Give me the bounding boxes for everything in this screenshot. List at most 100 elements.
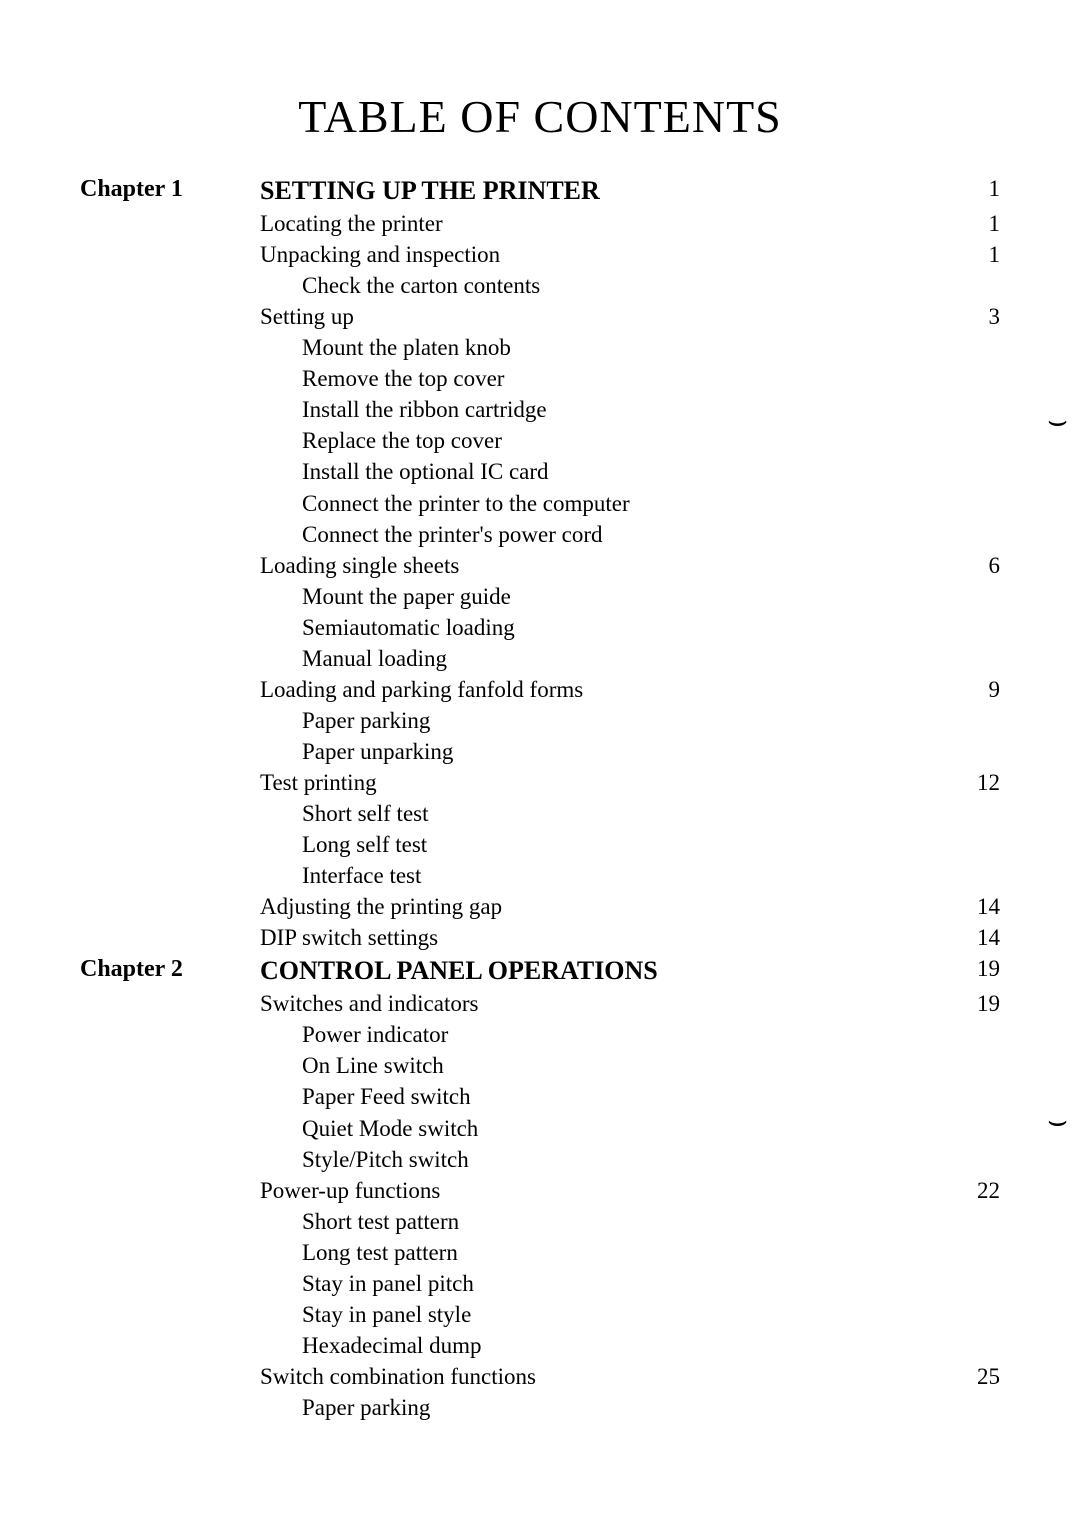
toc-spacer: [80, 829, 260, 860]
toc-spacer: [80, 488, 260, 519]
toc-entry: Locating the printer: [260, 208, 940, 239]
toc-spacer: [80, 425, 260, 456]
toc-spacer: [80, 550, 260, 581]
page-number: [940, 332, 1000, 363]
toc-spacer: [80, 1299, 260, 1330]
toc-entry: Semiautomatic loading: [260, 612, 940, 643]
toc-entry: Power-up functions: [260, 1175, 940, 1206]
page-number: [940, 581, 1000, 612]
toc-spacer: [80, 891, 260, 922]
chapter-heading: CONTROL PANEL OPERATIONS: [260, 953, 940, 988]
toc-spacer: [80, 922, 260, 953]
page-number: [940, 519, 1000, 550]
page-number: [940, 1299, 1000, 1330]
toc-spacer: [80, 394, 260, 425]
page-number: [940, 1019, 1000, 1050]
page-number: [940, 1081, 1000, 1112]
page-number: 1: [940, 173, 1000, 208]
toc-entry: Check the carton contents: [260, 270, 940, 301]
toc-entry: Paper Feed switch: [260, 1081, 940, 1112]
page-number: 14: [940, 891, 1000, 922]
page-number: [940, 1392, 1000, 1423]
page-number: 19: [940, 953, 1000, 988]
page-number: 14: [940, 922, 1000, 953]
page-number: [940, 1113, 1000, 1144]
page-number: [940, 829, 1000, 860]
toc-entry: Long self test: [260, 829, 940, 860]
toc-spacer: [80, 705, 260, 736]
page-number: 6: [940, 550, 1000, 581]
page-number: [940, 394, 1000, 425]
toc-entry: Paper parking: [260, 1392, 940, 1423]
toc-entry: Stay in panel style: [260, 1299, 940, 1330]
toc-entry: Install the optional IC card: [260, 456, 940, 487]
page-number: [940, 1268, 1000, 1299]
toc-entry: Hexadecimal dump: [260, 1330, 940, 1361]
page-number: 3: [940, 301, 1000, 332]
page-number: [940, 705, 1000, 736]
table-of-contents: Chapter 1SETTING UP THE PRINTER1Locating…: [80, 173, 1000, 1423]
chapter-heading: SETTING UP THE PRINTER: [260, 173, 940, 208]
toc-entry: Stay in panel pitch: [260, 1268, 940, 1299]
page-number: 22: [940, 1175, 1000, 1206]
toc-spacer: [80, 208, 260, 239]
toc-entry: Style/Pitch switch: [260, 1144, 940, 1175]
page-number: [940, 1144, 1000, 1175]
toc-spacer: [80, 581, 260, 612]
toc-entry: Connect the printer to the computer: [260, 488, 940, 519]
toc-entry: Mount the platen knob: [260, 332, 940, 363]
toc-entry: Unpacking and inspection: [260, 239, 940, 270]
page-number: [940, 425, 1000, 456]
toc-entry: Power indicator: [260, 1019, 940, 1050]
toc-spacer: [80, 612, 260, 643]
toc-entry: Remove the top cover: [260, 363, 940, 394]
toc-spacer: [80, 456, 260, 487]
page-number: [940, 270, 1000, 301]
page-number: [940, 1206, 1000, 1237]
toc-spacer: [80, 1019, 260, 1050]
page-container: TABLE OF CONTENTS Chapter 1SETTING UP TH…: [0, 0, 1080, 1522]
toc-spacer: [80, 1206, 260, 1237]
toc-entry: Short test pattern: [260, 1206, 940, 1237]
toc-spacer: [80, 736, 260, 767]
toc-spacer: [80, 363, 260, 394]
chapter-label: Chapter 1: [80, 173, 260, 208]
page-number: [940, 860, 1000, 891]
page-number: [940, 643, 1000, 674]
page-number: [940, 1330, 1000, 1361]
toc-entry: Paper parking: [260, 705, 940, 736]
toc-spacer: [80, 1268, 260, 1299]
toc-spacer: [80, 1237, 260, 1268]
page-number: [940, 1237, 1000, 1268]
page-number: [940, 456, 1000, 487]
toc-spacer: [80, 1175, 260, 1206]
toc-entry: Mount the paper guide: [260, 581, 940, 612]
toc-spacer: [80, 301, 260, 332]
toc-entry: Manual loading: [260, 643, 940, 674]
page-number: 1: [940, 239, 1000, 270]
toc-entry: Switch combination functions: [260, 1361, 940, 1392]
toc-spacer: [80, 1392, 260, 1423]
binding-mark-icon: ⌣: [1047, 402, 1068, 440]
toc-entry: Short self test: [260, 798, 940, 829]
toc-spacer: [80, 860, 260, 891]
toc-spacer: [80, 674, 260, 705]
toc-entry: Test printing: [260, 767, 940, 798]
page-number: 19: [940, 988, 1000, 1019]
toc-spacer: [80, 519, 260, 550]
page-number: [940, 736, 1000, 767]
toc-entry: On Line switch: [260, 1050, 940, 1081]
toc-entry: Long test pattern: [260, 1237, 940, 1268]
toc-spacer: [80, 1330, 260, 1361]
toc-entry: Loading single sheets: [260, 550, 940, 581]
toc-spacer: [80, 332, 260, 363]
toc-spacer: [80, 1144, 260, 1175]
toc-entry: Setting up: [260, 301, 940, 332]
toc-entry: Paper unparking: [260, 736, 940, 767]
page-number: [940, 612, 1000, 643]
toc-spacer: [80, 988, 260, 1019]
chapter-label: Chapter 2: [80, 953, 260, 988]
toc-spacer: [80, 798, 260, 829]
page-number: [940, 363, 1000, 394]
toc-spacer: [80, 1050, 260, 1081]
